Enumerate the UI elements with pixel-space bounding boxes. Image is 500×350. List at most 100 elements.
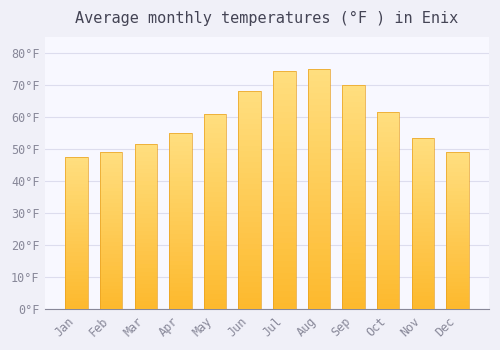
Bar xyxy=(342,208,365,214)
Bar xyxy=(100,270,122,274)
Bar xyxy=(308,255,330,261)
Bar xyxy=(273,291,295,297)
Bar xyxy=(308,171,330,177)
Bar xyxy=(66,203,88,206)
Bar xyxy=(169,292,192,296)
Bar xyxy=(66,294,88,298)
Bar xyxy=(412,142,434,146)
Bar xyxy=(66,240,88,244)
Bar xyxy=(377,161,400,166)
Bar xyxy=(377,176,400,181)
Bar xyxy=(169,304,192,309)
Bar xyxy=(412,223,434,228)
Bar xyxy=(204,114,227,119)
Bar xyxy=(66,172,88,176)
Bar xyxy=(204,173,227,177)
Bar xyxy=(412,146,434,150)
Bar xyxy=(204,275,227,280)
Bar xyxy=(412,198,434,202)
Bar xyxy=(204,231,227,236)
Bar xyxy=(273,279,295,285)
Bar xyxy=(100,286,122,289)
Bar xyxy=(308,213,330,219)
Bar xyxy=(238,282,261,287)
Bar xyxy=(377,211,400,216)
Bar xyxy=(238,260,261,266)
Title: Average monthly temperatures (°F ) in Enix: Average monthly temperatures (°F ) in En… xyxy=(76,11,458,26)
Bar xyxy=(273,124,295,130)
Bar xyxy=(134,156,157,161)
Bar xyxy=(238,222,261,228)
Bar xyxy=(342,85,365,309)
Bar xyxy=(134,161,157,165)
Bar xyxy=(377,289,400,294)
Bar xyxy=(342,158,365,163)
Bar xyxy=(66,206,88,210)
Bar xyxy=(412,296,434,300)
Bar xyxy=(446,297,468,301)
Bar xyxy=(308,147,330,153)
Bar xyxy=(446,156,468,160)
Bar xyxy=(66,218,88,222)
Bar xyxy=(134,223,157,226)
Bar xyxy=(308,243,330,249)
Bar xyxy=(134,177,157,181)
Bar xyxy=(412,185,434,189)
Bar xyxy=(446,231,468,234)
Bar xyxy=(238,298,261,303)
Bar xyxy=(342,281,365,287)
Bar xyxy=(342,147,365,152)
Bar xyxy=(204,197,227,202)
Bar xyxy=(238,303,261,309)
Bar xyxy=(169,155,192,159)
Bar xyxy=(273,214,295,219)
Bar xyxy=(134,235,157,239)
Bar xyxy=(134,218,157,223)
Bar xyxy=(412,253,434,258)
Bar xyxy=(308,129,330,135)
Bar xyxy=(66,191,88,195)
Bar xyxy=(412,172,434,176)
Bar xyxy=(342,130,365,135)
Bar xyxy=(100,168,122,172)
Bar xyxy=(169,203,192,208)
Bar xyxy=(169,199,192,203)
Bar xyxy=(273,148,295,154)
Bar xyxy=(446,258,468,262)
Bar xyxy=(342,292,365,298)
Bar xyxy=(66,298,88,301)
Bar xyxy=(169,247,192,252)
Bar xyxy=(412,284,434,288)
Bar xyxy=(134,173,157,177)
Bar xyxy=(308,273,330,279)
Bar xyxy=(273,178,295,184)
Bar xyxy=(169,256,192,261)
Bar xyxy=(273,232,295,238)
Bar xyxy=(412,249,434,253)
Bar xyxy=(308,225,330,231)
Bar xyxy=(446,211,468,215)
Bar xyxy=(66,286,88,290)
Bar xyxy=(377,299,400,304)
Bar xyxy=(238,249,261,254)
Bar xyxy=(169,181,192,186)
Bar xyxy=(238,287,261,293)
Bar xyxy=(204,124,227,128)
Bar xyxy=(169,168,192,173)
Bar xyxy=(342,264,365,270)
Bar xyxy=(412,202,434,206)
Bar xyxy=(342,275,365,281)
Bar xyxy=(66,267,88,271)
Bar xyxy=(134,181,157,186)
Bar xyxy=(412,168,434,172)
Bar xyxy=(342,231,365,236)
Bar xyxy=(169,274,192,278)
Bar xyxy=(238,293,261,298)
Bar xyxy=(134,239,157,243)
Bar xyxy=(377,270,400,275)
Bar xyxy=(412,292,434,296)
Bar xyxy=(134,272,157,276)
Bar xyxy=(100,195,122,199)
Bar xyxy=(134,276,157,280)
Bar xyxy=(204,304,227,309)
